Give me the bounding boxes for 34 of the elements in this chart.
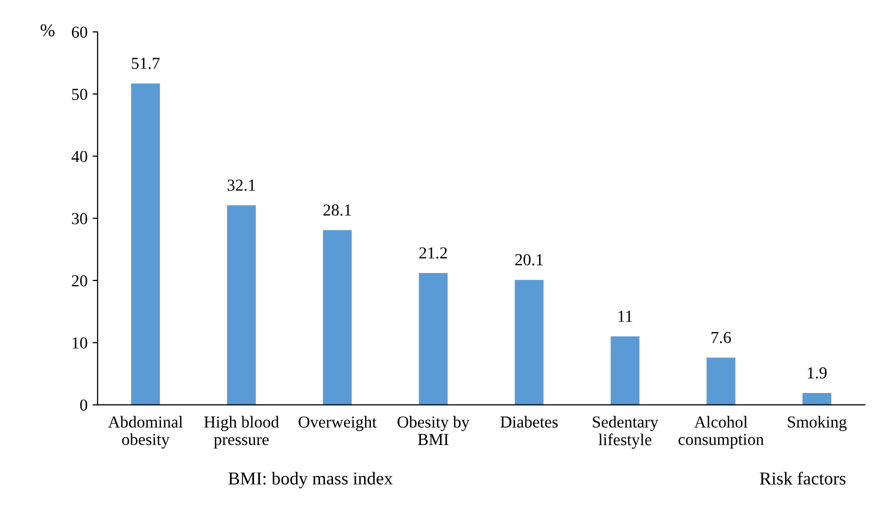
y-tick-label: 40 bbox=[72, 150, 88, 162]
data-label: 51.7 bbox=[132, 58, 160, 70]
bar bbox=[802, 392, 832, 405]
bar bbox=[514, 280, 544, 405]
data-label: 32.1 bbox=[228, 180, 256, 191]
x-tick-label: Abdominal obesity bbox=[108, 416, 183, 448]
bar bbox=[131, 83, 160, 405]
data-label: 28.1 bbox=[323, 204, 351, 216]
bar bbox=[706, 358, 736, 405]
x-tick-label: Obesity by BMI bbox=[398, 416, 470, 445]
bar bbox=[610, 336, 640, 405]
y-tick-label: 60 bbox=[72, 26, 88, 38]
data-label: 11 bbox=[618, 310, 632, 322]
bar bbox=[227, 205, 256, 405]
data-label: 7.6 bbox=[712, 332, 731, 344]
text: BMI: body mass index bbox=[228, 472, 393, 488]
y-tick-label: 20 bbox=[72, 275, 88, 286]
y-tick-label: 0 bbox=[80, 400, 88, 411]
bar bbox=[418, 273, 448, 405]
data-label: 21.2 bbox=[419, 247, 447, 259]
y-tick-label: 30 bbox=[72, 213, 88, 224]
y-axis-title: % bbox=[40, 24, 54, 36]
bar bbox=[322, 230, 352, 405]
x-axis-title: Risk factors bbox=[760, 472, 846, 485]
data-label: 1.9 bbox=[808, 367, 827, 379]
x-tick-label: Smoking bbox=[788, 416, 847, 432]
data-label: 20.1 bbox=[515, 254, 543, 266]
y-tick-label: 50 bbox=[72, 88, 88, 100]
x-tick-label: Diabetes bbox=[500, 416, 558, 428]
x-tick-label: High blood pressure bbox=[204, 416, 279, 448]
x-tick-label: Alcohol consumption bbox=[678, 416, 764, 448]
x-tick-label: Sedentary lifestyle bbox=[592, 416, 658, 449]
x-tick-label: Overweight bbox=[298, 416, 377, 432]
y-tick-label: 10 bbox=[72, 337, 88, 349]
